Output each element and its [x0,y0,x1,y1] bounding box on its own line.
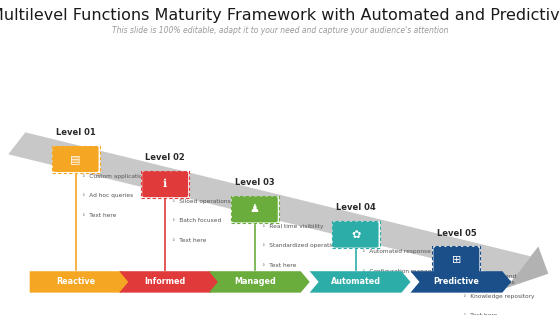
Polygon shape [410,271,511,293]
Text: ◦  Configuration management: ◦ Configuration management [362,269,451,274]
FancyBboxPatch shape [53,146,99,172]
FancyBboxPatch shape [52,146,100,173]
Text: ▤: ▤ [71,154,81,164]
FancyBboxPatch shape [142,171,188,197]
FancyBboxPatch shape [333,222,379,248]
Text: Reactive: Reactive [56,278,95,286]
Text: ⊞: ⊞ [452,255,461,265]
Text: ◦  Custom applications: ◦ Custom applications [82,174,150,179]
Polygon shape [506,246,548,288]
Text: ◦  Siloed operations: ◦ Siloed operations [172,199,231,204]
Text: Predictive: Predictive [433,278,479,286]
Text: Level 04: Level 04 [336,203,375,212]
Text: Level 03: Level 03 [235,178,274,187]
FancyBboxPatch shape [141,171,189,198]
FancyBboxPatch shape [432,246,480,273]
Polygon shape [119,271,220,293]
Text: ◦  Text here: ◦ Text here [262,263,296,268]
Text: ℹ: ℹ [163,179,167,189]
Text: Informed: Informed [144,278,186,286]
FancyBboxPatch shape [332,221,380,248]
Text: ✿: ✿ [351,230,360,240]
Text: Multilevel Functions Maturity Framework with Automated and Predictive: Multilevel Functions Maturity Framework … [0,8,560,23]
Text: ◦  Knowledge repository: ◦ Knowledge repository [463,294,535,299]
Polygon shape [8,132,531,278]
Text: ◦  Batch focused: ◦ Batch focused [172,218,221,223]
Text: Level 05: Level 05 [437,228,476,238]
FancyBboxPatch shape [232,197,278,222]
Text: ♟: ♟ [250,204,260,215]
Text: ◦  Text here: ◦ Text here [362,288,396,293]
Polygon shape [30,271,130,293]
Text: ◦  Text here: ◦ Text here [82,213,116,218]
Text: ◦  Continuous and
adaptive analysis: ◦ Continuous and adaptive analysis [463,274,516,285]
Text: ◦  Automated response: ◦ Automated response [362,249,431,254]
Text: ◦  Ad hoc queries: ◦ Ad hoc queries [82,193,134,198]
Polygon shape [209,271,310,293]
FancyBboxPatch shape [231,196,279,223]
Text: This slide is 100% editable, adapt it to your need and capture your audience's a: This slide is 100% editable, adapt it to… [112,26,448,35]
Text: Level 02: Level 02 [146,153,185,162]
Text: ◦  Text here: ◦ Text here [172,238,206,243]
Polygon shape [310,271,410,293]
Text: Managed: Managed [234,278,276,286]
Text: ◦  Standardized operations: ◦ Standardized operations [262,243,341,249]
Text: ◦  Real time visibility: ◦ Real time visibility [262,224,323,229]
Text: Level 01: Level 01 [56,128,95,137]
FancyBboxPatch shape [433,247,479,273]
Text: Automated: Automated [330,278,381,286]
Text: ◦  Text here: ◦ Text here [463,313,497,315]
